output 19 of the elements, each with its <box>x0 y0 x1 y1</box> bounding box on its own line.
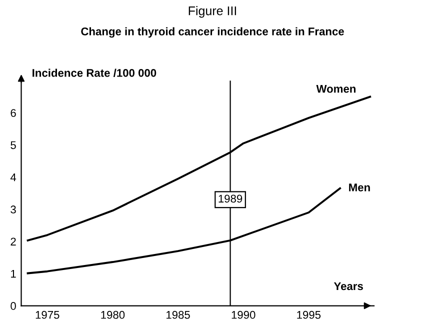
y-tick-label: 0 <box>10 302 16 310</box>
y-tick-label: 4 <box>10 174 16 182</box>
x-tick-label: 1995 <box>297 310 321 319</box>
x-tick-label: 1980 <box>101 310 125 319</box>
x-tick-label: 1975 <box>36 310 60 319</box>
y-tick-label: 5 <box>10 141 16 150</box>
y-tick-label: 2 <box>10 238 16 246</box>
chart-subtitle: Change in thyroid cancer incidence rate in France <box>81 27 344 38</box>
x-tick-label: 1990 <box>232 310 256 319</box>
x-tick-label: 1985 <box>166 310 190 319</box>
chart-title: Figure III <box>188 6 236 18</box>
y-tick-label: 6 <box>10 109 16 117</box>
y-axis-title: Incidence Rate /100 000 <box>32 68 156 77</box>
y-tick-label: 1 <box>11 270 16 278</box>
series-label: Women <box>316 85 356 93</box>
ref-line-label: 1989 <box>218 194 242 203</box>
x-axis-title: Years <box>334 282 363 290</box>
y-tick-label: 3 <box>10 206 16 214</box>
series-label: Men <box>349 184 370 192</box>
